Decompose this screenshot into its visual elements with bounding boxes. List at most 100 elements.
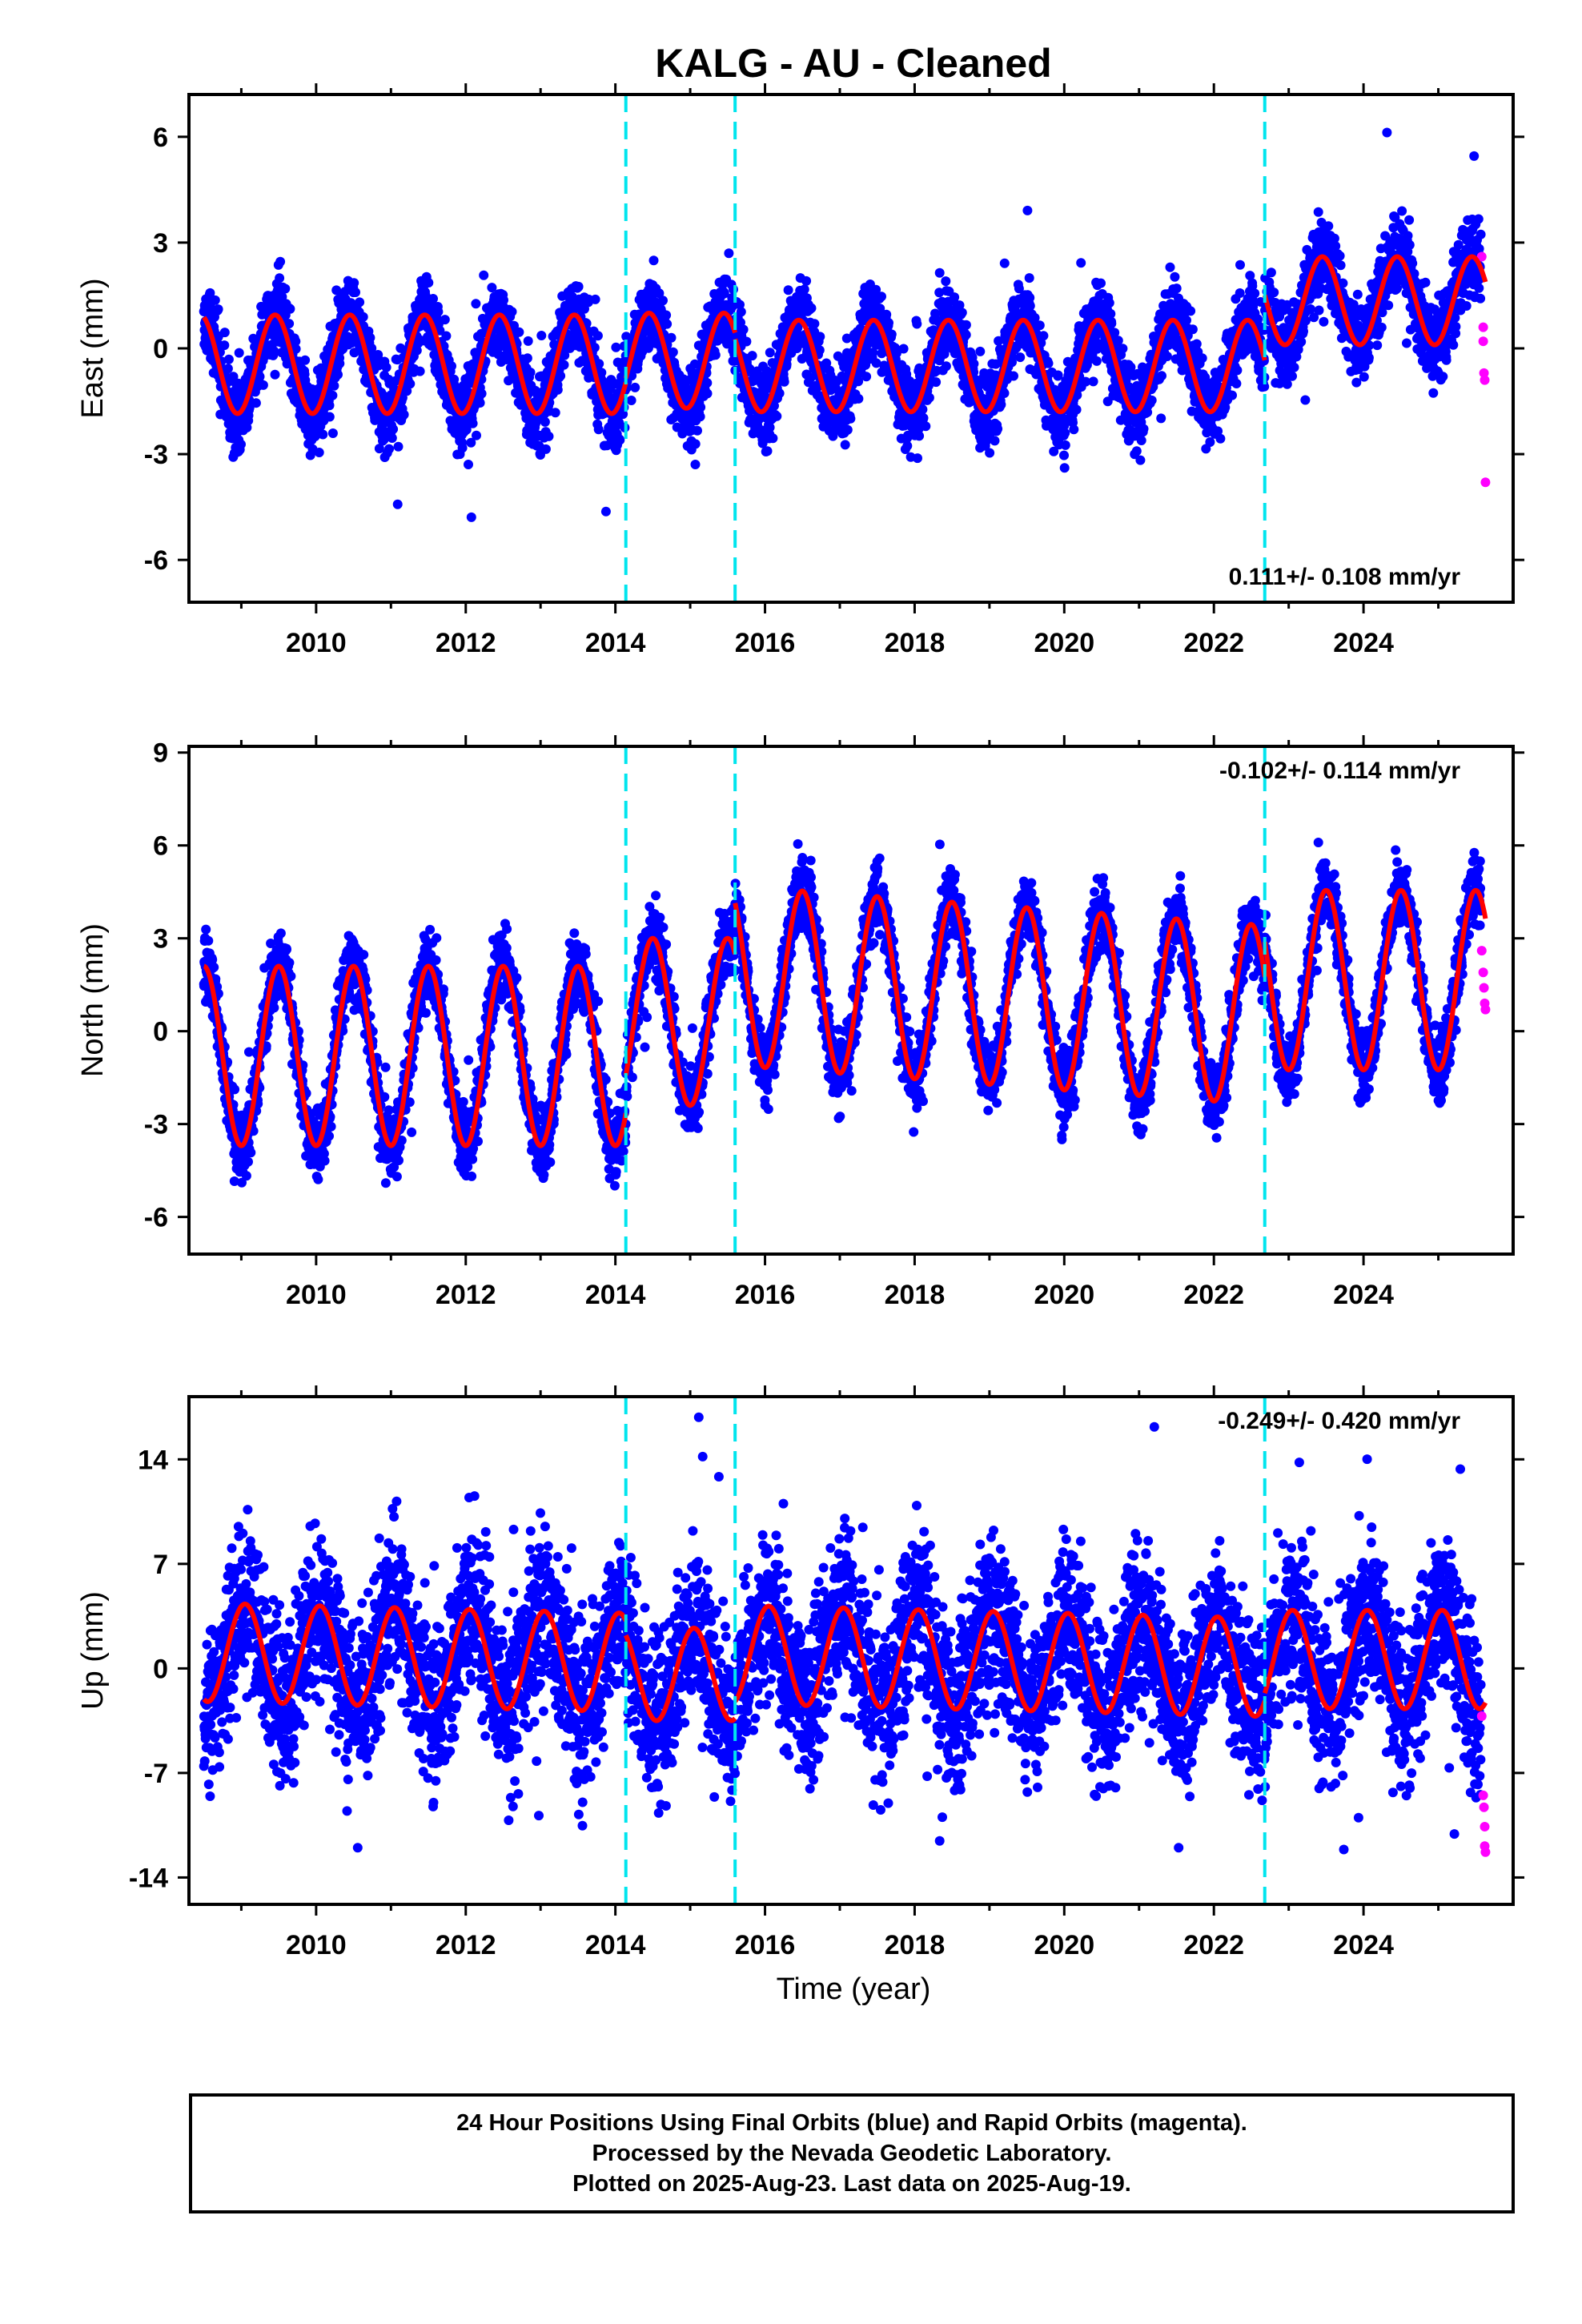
data-point (957, 308, 967, 318)
data-point (886, 329, 897, 340)
data-point (472, 430, 481, 440)
data-point (270, 369, 280, 380)
data-point (941, 276, 951, 287)
data-point (590, 294, 600, 304)
data-point (291, 336, 301, 347)
data-point (314, 448, 324, 457)
data-point (1182, 316, 1191, 325)
data-point (358, 312, 368, 322)
data-point (1235, 259, 1245, 270)
data-point (234, 348, 244, 358)
data-point (1118, 344, 1128, 354)
data-point (1059, 450, 1069, 460)
data-point (702, 388, 713, 399)
data-point (1232, 365, 1243, 376)
data-point (661, 310, 672, 320)
data-point (258, 380, 268, 390)
data-point (918, 413, 929, 423)
data-point (1091, 356, 1102, 366)
data-point (961, 330, 971, 340)
data-point (457, 443, 468, 453)
data-point (702, 378, 713, 388)
data-point (853, 393, 864, 404)
data-point (1287, 371, 1297, 381)
data-point (1060, 440, 1070, 450)
data-point (990, 436, 1000, 446)
data-point (1069, 424, 1079, 435)
data-point (931, 377, 942, 388)
data-point (514, 327, 524, 337)
data-point (999, 388, 1010, 398)
data-point (573, 281, 584, 292)
data-point (479, 270, 489, 280)
data-point (1038, 331, 1049, 341)
data-point (630, 382, 640, 392)
data-point (594, 359, 604, 369)
data-point (433, 307, 444, 317)
data-point (736, 307, 746, 317)
data-point (449, 374, 460, 384)
data-point (762, 446, 773, 456)
data-point (1300, 395, 1311, 405)
data-point (666, 332, 677, 343)
data-point (536, 331, 547, 340)
data-point (1314, 305, 1324, 316)
data-point (365, 332, 375, 343)
data-point (381, 362, 391, 372)
data-point (384, 444, 394, 454)
data-point (1235, 288, 1245, 298)
data-point (769, 400, 779, 411)
data-point (668, 347, 678, 357)
data-point (284, 319, 295, 329)
data-point (1197, 353, 1207, 364)
data-point (1170, 271, 1180, 282)
data-point (223, 354, 234, 364)
data-point (544, 431, 554, 441)
data-point (914, 431, 925, 441)
data-point (402, 386, 412, 396)
data-point (1146, 395, 1157, 405)
data-point (768, 433, 778, 444)
data-point (741, 336, 752, 347)
data-point (765, 348, 775, 358)
data-point (1231, 379, 1242, 388)
data-point (690, 460, 701, 469)
data-point (1335, 260, 1346, 271)
data-point (1157, 371, 1166, 381)
data-point (747, 351, 757, 361)
data-point (466, 437, 476, 448)
data-point (1289, 362, 1299, 372)
data-point (280, 283, 291, 294)
data-point (1156, 413, 1166, 424)
data-point (327, 390, 338, 400)
data-point (1060, 428, 1070, 438)
data-point (277, 292, 287, 302)
data-point (1205, 437, 1215, 447)
data-point (626, 396, 636, 405)
data-point (1319, 316, 1329, 327)
data-point (921, 421, 931, 432)
data-point (884, 318, 893, 328)
data-point (648, 255, 659, 266)
data-point (695, 412, 705, 422)
data-point (690, 439, 701, 449)
data-point (275, 273, 285, 283)
data-point (464, 460, 473, 469)
data-point (913, 453, 922, 464)
data-point (475, 398, 485, 408)
data-point (693, 425, 702, 436)
data-point (275, 256, 286, 267)
data-point (1025, 300, 1035, 311)
data-point (774, 388, 785, 399)
data-point (877, 292, 886, 302)
data-point (1165, 262, 1175, 272)
data-point (540, 444, 551, 454)
data-point (324, 400, 335, 411)
data-point (765, 422, 775, 432)
data-point (559, 360, 569, 370)
data-point (969, 359, 979, 369)
data-point (1059, 463, 1070, 473)
data-point (842, 424, 853, 435)
data-point (560, 350, 570, 360)
